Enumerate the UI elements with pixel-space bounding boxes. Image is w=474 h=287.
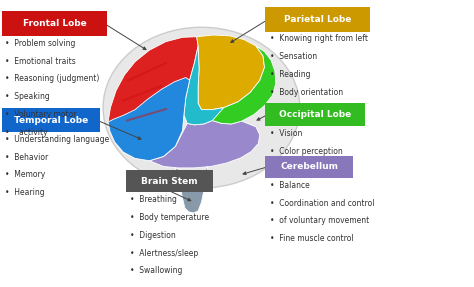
Polygon shape	[108, 77, 190, 161]
Polygon shape	[209, 46, 276, 124]
Text: •  Voluntary motor: • Voluntary motor	[5, 110, 76, 119]
FancyBboxPatch shape	[265, 7, 370, 32]
Text: •    activity: • activity	[5, 128, 47, 137]
Text: •  Balance: • Balance	[270, 181, 310, 190]
Text: •  Speaking: • Speaking	[5, 92, 49, 101]
Text: •  Understanding language: • Understanding language	[5, 135, 109, 144]
Polygon shape	[108, 37, 198, 161]
Text: •  Memory: • Memory	[5, 170, 45, 179]
FancyBboxPatch shape	[265, 156, 353, 178]
Text: Temporal Lobe: Temporal Lobe	[14, 116, 88, 125]
Text: Frontal Lobe: Frontal Lobe	[23, 19, 86, 28]
Text: •  Coordination and control: • Coordination and control	[270, 199, 374, 208]
Text: •  Swallowing: • Swallowing	[130, 266, 182, 275]
Text: •  Vision: • Vision	[270, 129, 302, 138]
FancyBboxPatch shape	[126, 170, 213, 192]
Text: •  Hearing: • Hearing	[5, 188, 45, 197]
Polygon shape	[149, 121, 260, 168]
Text: •  Reading: • Reading	[270, 70, 310, 79]
Ellipse shape	[103, 27, 300, 188]
Text: •  Sensation: • Sensation	[270, 52, 317, 61]
Text: Occipital Lobe: Occipital Lobe	[279, 110, 351, 119]
Text: •  Alertness/sleep: • Alertness/sleep	[130, 249, 199, 257]
Text: •  Behavior: • Behavior	[5, 153, 48, 162]
Text: •  Body temperature: • Body temperature	[130, 213, 210, 222]
FancyBboxPatch shape	[265, 103, 365, 126]
Text: •  Breathing: • Breathing	[130, 195, 177, 204]
Text: •  Color perception: • Color perception	[270, 147, 343, 156]
Text: •  Reasoning (judgment): • Reasoning (judgment)	[5, 74, 99, 83]
Text: Cerebellum: Cerebellum	[280, 162, 338, 171]
Text: •  Digestion: • Digestion	[130, 231, 176, 240]
Polygon shape	[197, 35, 264, 110]
FancyBboxPatch shape	[2, 108, 100, 132]
Text: •  of voluntary movement: • of voluntary movement	[270, 216, 369, 225]
Polygon shape	[175, 166, 208, 213]
Polygon shape	[184, 46, 224, 125]
Text: Parietal Lobe: Parietal Lobe	[284, 15, 351, 24]
Text: •  Emotional traits: • Emotional traits	[5, 57, 75, 65]
Text: •  Fine muscle control: • Fine muscle control	[270, 234, 354, 243]
FancyBboxPatch shape	[2, 11, 107, 36]
Text: •  Knowing right from left: • Knowing right from left	[270, 34, 368, 43]
Text: •  Body orientation: • Body orientation	[270, 88, 343, 97]
Text: •  Problem solving: • Problem solving	[5, 39, 75, 48]
Text: Brain Stem: Brain Stem	[141, 177, 198, 186]
